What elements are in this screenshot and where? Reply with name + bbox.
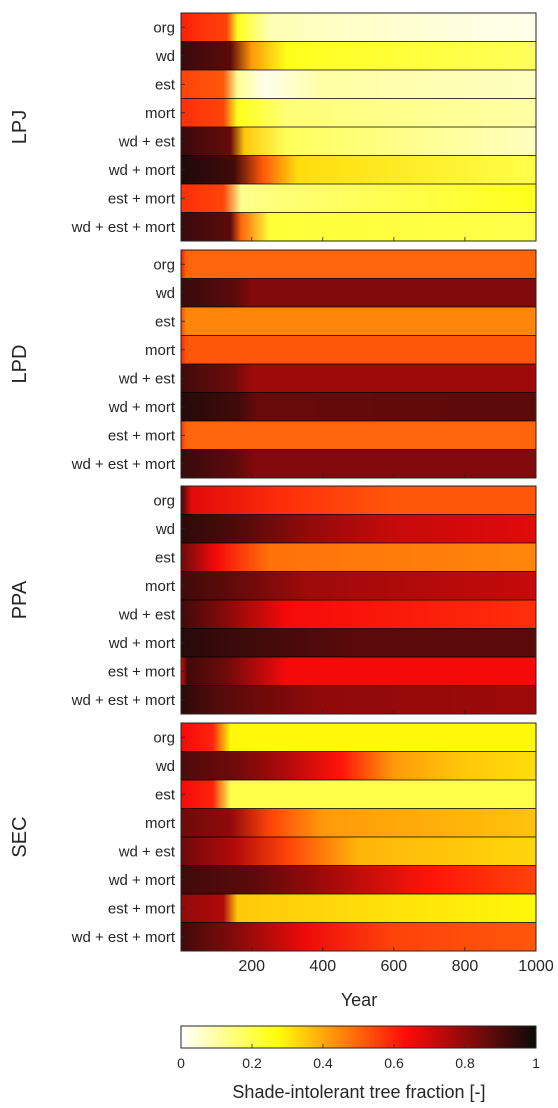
heatmap-row-ppa-2 <box>181 543 536 572</box>
heatmap-row-lpj-5 <box>181 155 536 184</box>
row-label: wd + est + mort <box>71 929 176 946</box>
row-label: wd + est <box>118 606 176 623</box>
colorbar-tick-label: 0.6 <box>384 1055 404 1071</box>
row-label: wd <box>155 521 175 538</box>
colorbar-tick-label: 1 <box>532 1055 540 1071</box>
heatmap-row-lpj-4 <box>181 127 536 156</box>
x-tick-label: 600 <box>381 958 408 975</box>
row-label: mort <box>145 578 176 595</box>
panel-title: LPJ <box>9 110 31 144</box>
row-label: wd + est <box>118 133 176 150</box>
row-label: wd <box>155 758 175 775</box>
heatmap-row-lpd-6 <box>181 421 536 450</box>
heatmap-row-lpj-1 <box>181 41 536 70</box>
colorbar-gradient <box>180 1025 537 1049</box>
row-label: wd + est + mort <box>71 219 176 236</box>
panel-lpj: org wd est mort wd + est wd + mort est + mort w… <box>9 12 537 242</box>
heatmap-row-sec-3 <box>181 808 536 837</box>
row-label: org <box>153 729 175 746</box>
heatmap-row-lpj-2 <box>181 70 536 99</box>
row-label: wd + mort <box>108 872 176 889</box>
row-label: wd + mort <box>108 635 176 652</box>
row-label: est + mort <box>108 190 176 207</box>
row-label: wd + mort <box>108 399 176 416</box>
panel-sec: org wd est mort wd + est wd + mort est + mort w… <box>9 722 537 952</box>
heatmap-row-sec-6 <box>181 894 536 923</box>
heatmap-row-lpd-5 <box>181 392 536 421</box>
row-label: wd + est + mort <box>71 456 176 473</box>
panel-frame <box>180 722 537 952</box>
row-label: org <box>153 256 175 273</box>
row-label: mort <box>145 105 176 122</box>
panels-layer: org wd est mort wd + est wd + mort est + mort w… <box>9 12 537 952</box>
heatmap-row-ppa-6 <box>181 657 536 686</box>
row-label: org <box>153 19 175 36</box>
heatmap-row-sec-0 <box>181 723 536 752</box>
row-label: est + mort <box>108 427 176 444</box>
heatmap-row-lpj-0 <box>181 13 536 42</box>
row-label: wd <box>155 285 175 302</box>
panel-frame <box>180 485 537 715</box>
heatmap-row-lpd-7 <box>181 449 536 478</box>
colorbar: 0 0.2 0.4 0.6 0.8 1 <box>177 1025 540 1071</box>
panel-title: LPD <box>9 345 31 384</box>
heatmap-row-lpd-2 <box>181 307 536 336</box>
row-label: est + mort <box>108 900 176 917</box>
x-tick-label: 200 <box>238 958 265 975</box>
heatmap-row-lpd-3 <box>181 335 536 364</box>
row-label: est <box>155 313 176 330</box>
colorbar-title: Shade-intolerant tree fraction [-] <box>232 1082 485 1102</box>
heatmap-row-lpj-7 <box>181 212 536 241</box>
panel-frame <box>180 12 537 242</box>
colorbar-tick-label: 0 <box>177 1055 185 1071</box>
row-label: mort <box>145 342 176 359</box>
x-tick-label: 1000 <box>518 958 554 975</box>
heatmap-row-ppa-0 <box>181 486 536 515</box>
heatmap-row-ppa-4 <box>181 600 536 629</box>
heatmap-row-sec-2 <box>181 780 536 809</box>
x-axis: 200 400 600 800 1000 <box>238 958 554 975</box>
row-label: wd + est <box>118 843 176 860</box>
row-label: est <box>155 76 176 93</box>
x-tick-label: 400 <box>309 958 336 975</box>
row-label: wd + est + mort <box>71 692 176 709</box>
panel-title: PPA <box>9 580 31 619</box>
heatmap-row-lpd-1 <box>181 278 536 307</box>
row-label: mort <box>145 815 176 832</box>
row-label: wd + mort <box>108 162 176 179</box>
panel-frame <box>180 249 537 479</box>
heatmap-row-lpd-0 <box>181 250 536 279</box>
row-label: org <box>153 492 175 509</box>
panel-title: SEC <box>9 816 31 857</box>
colorbar-tick-label: 0.4 <box>313 1055 333 1071</box>
heatmap-row-ppa-3 <box>181 571 536 600</box>
panel-ppa: org wd est mort wd + est wd + mort est + mort w… <box>9 485 537 715</box>
heatmap-row-sec-7 <box>181 922 536 951</box>
heatmap-row-sec-4 <box>181 837 536 866</box>
heatmap-row-lpd-4 <box>181 364 536 393</box>
row-label: wd + est <box>118 370 176 387</box>
heatmap-row-ppa-1 <box>181 514 536 543</box>
colorbar-tick-label: 0.2 <box>242 1055 262 1071</box>
heatmap-row-lpj-3 <box>181 98 536 127</box>
panel-lpd: org wd est mort wd + est wd + mort est + mort w… <box>9 249 537 479</box>
row-label: est <box>155 549 176 566</box>
x-axis-title: Year <box>341 990 377 1010</box>
heatmap-row-sec-5 <box>181 865 536 894</box>
heatmap-row-sec-1 <box>181 751 536 780</box>
row-label: est + mort <box>108 663 176 680</box>
colorbar-tick-label: 0.8 <box>455 1055 475 1071</box>
heatmap-row-ppa-7 <box>181 685 536 714</box>
row-label: est <box>155 786 176 803</box>
heatmap-row-ppa-5 <box>181 628 536 657</box>
x-tick-label: 800 <box>452 958 479 975</box>
heatmap-row-lpj-6 <box>181 184 536 213</box>
row-label: wd <box>155 48 175 65</box>
